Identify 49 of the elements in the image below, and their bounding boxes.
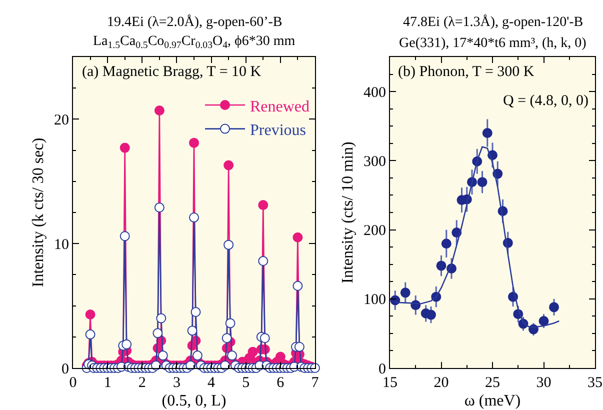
x-tick-label: 1 [104,375,112,391]
x-tick-label: 20 [434,375,449,391]
point [477,177,488,188]
x-tick-label: 2 [138,375,146,391]
y-tick-label: 0 [62,361,69,378]
x-tick-label: 4 [208,375,216,391]
point [292,232,303,242]
y-axis-title: Intensity (k cts/ 30 sec) [30,138,47,288]
x-tick-label: 25 [485,375,500,391]
point [258,200,268,210]
point [426,310,436,320]
y-tick-label: 100 [364,292,386,308]
legend-label: Renewed [250,98,310,116]
y-tick-label: 0 [378,361,386,378]
x-tick-label: 35 [588,375,602,391]
point [224,160,234,170]
point [441,238,452,249]
point [154,105,164,116]
annotation: (a) Magnetic Bragg, T = 10 K [82,64,262,80]
x-tick-label: 7 [311,375,320,391]
point [85,310,96,320]
x-tick-label: 6 [276,375,285,391]
x-tick-label: 15 [382,375,398,391]
chart-title: 19.4Ei (λ=2.0Å), g-open-60’-B [107,14,282,30]
y-axis-title: Intensity (cts/ 10 min) [339,142,356,284]
x-axis-title: (0.5, 0, L) [162,392,226,410]
text: La$_{1.5}$Ca$_{0.5}$Co$_{0.97}$Cr$_{0.03}$O$_{4}$, ϕ6*30 mm [93,34,296,51]
y-tick-label: 300 [364,154,386,170]
point [189,138,199,148]
point [436,260,446,271]
y-tick-label: 10 [54,236,69,253]
y-tick-label: 200 [364,223,386,240]
point [120,142,130,153]
point [400,288,410,298]
annotation: (b) Phonon, T = 300 K [398,64,534,80]
x-tick-label: 3 [172,375,180,391]
chart-title: 47.8Ei (λ=1.3Å), g-open-120'-B [403,14,584,30]
point [482,128,492,138]
legend-label: Previous [250,122,306,140]
point [549,302,559,312]
point [248,346,258,357]
x-tick-label: 5 [242,375,250,391]
chart-subtitle: Ge(331), 17*40*t6 mm³, (h, k, 0) [399,36,587,51]
x-tick-label: 30 [536,375,552,391]
y-tick-label: 20 [54,112,69,128]
y-tick-label: 400 [364,84,386,101]
x-axis-title: ω (meV) [464,392,521,410]
annotation: Q = (4.8, 0, 0) [503,93,589,109]
point [538,316,549,326]
